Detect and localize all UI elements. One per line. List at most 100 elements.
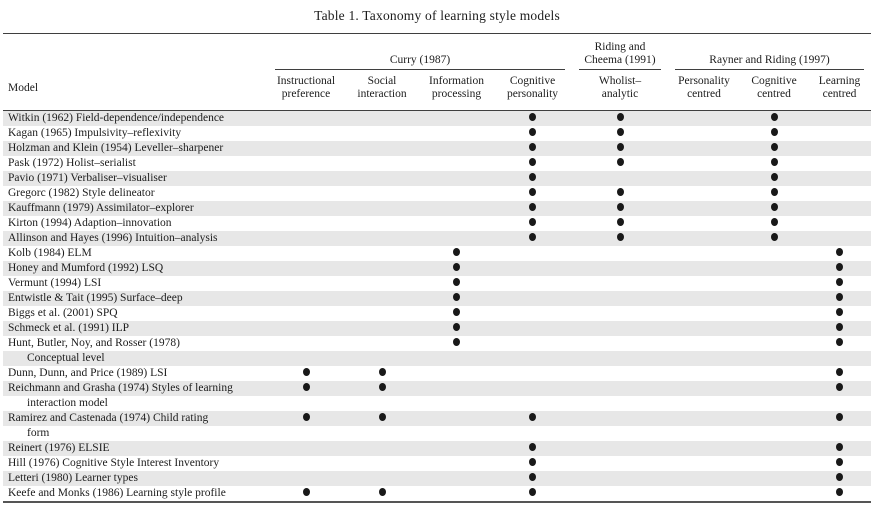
- dot-cell: [420, 396, 493, 411]
- dot-cell: [808, 186, 871, 201]
- dot-cell: [344, 126, 420, 141]
- dot-marker: [770, 113, 778, 122]
- dot-marker: [453, 248, 460, 257]
- dot-cell: [808, 366, 871, 381]
- dot-cell: [493, 216, 572, 231]
- model-cell: Allinson and Hayes (1996) Intuition–anal…: [8, 232, 218, 244]
- dot-cell: [420, 186, 493, 201]
- dot-cell: [493, 336, 572, 351]
- dot-cell: [344, 261, 420, 276]
- dot-cell: [740, 186, 808, 201]
- dot-cell: [808, 396, 871, 411]
- dot-cell: [740, 261, 808, 276]
- dot-marker: [770, 128, 778, 137]
- dot-cell: [493, 261, 572, 276]
- dot-cell: [268, 441, 344, 456]
- dot-cell: [344, 306, 420, 321]
- dot-marker: [529, 413, 536, 422]
- model-cell: form: [27, 427, 50, 439]
- dot-cell: [344, 321, 420, 336]
- dot-cell: [572, 291, 668, 306]
- dot-cell: [668, 486, 740, 502]
- model-cell: Hunt, Butler, Noy, and Rosser (1978): [8, 337, 180, 349]
- dot-cell: [420, 111, 493, 127]
- dot-cell: [493, 441, 572, 456]
- dot-cell: [668, 231, 740, 246]
- dot-cell: [420, 276, 493, 291]
- dot-cell: [740, 216, 808, 231]
- model-cell: Kirton (1994) Adaption–innovation: [8, 217, 172, 229]
- table-row: Pask (1972) Holist–serialist: [3, 156, 871, 171]
- dot-marker: [836, 323, 844, 332]
- dot-cell: [572, 441, 668, 456]
- dot-cell: [268, 336, 344, 351]
- dot-cell: [268, 276, 344, 291]
- dot-cell: [493, 126, 572, 141]
- dot-cell: [344, 366, 420, 381]
- table-row: Ramirez and Castenada (1974) Child ratin…: [3, 411, 872, 426]
- dot-cell: [572, 381, 668, 396]
- dot-cell: [808, 216, 871, 231]
- table-row: Schmeck et al. (1991) ILP: [3, 321, 872, 336]
- model-cell: Ramirez and Castenada (1974) Child ratin…: [8, 412, 209, 424]
- group-label: Riding and Cheema (1991): [579, 41, 661, 70]
- dot-marker: [378, 413, 386, 422]
- dot-cell: [493, 426, 572, 441]
- dot-cell: [493, 366, 572, 381]
- dot-cell: [740, 366, 808, 381]
- dot-cell: [808, 471, 871, 486]
- table-row-continuation: form: [3, 426, 871, 441]
- dot-marker: [836, 278, 844, 287]
- dot-cell: [493, 246, 572, 261]
- table-row: Kagan (1965) Impulsivity–reflexivity: [3, 126, 871, 141]
- dot-cell: [420, 156, 493, 171]
- dot-cell: [668, 351, 740, 366]
- dot-cell: [668, 171, 740, 186]
- dot-cell: [740, 351, 808, 366]
- dot-marker: [770, 173, 778, 182]
- dot-cell: [740, 231, 808, 246]
- column-header-social-interaction: Social interaction: [357, 75, 407, 100]
- dot-marker: [836, 488, 844, 497]
- dot-cell: [572, 216, 668, 231]
- model-cell: Entwistle & Tait (1995) Surface–deep: [8, 292, 183, 304]
- dot-marker: [770, 233, 778, 242]
- dot-cell: [493, 111, 572, 127]
- table-row: Reinert (1976) ELSIE: [3, 441, 872, 456]
- model-cell: Letteri (1980) Learner types: [8, 472, 138, 484]
- dot-cell: [808, 306, 871, 321]
- dot-cell: [268, 411, 344, 426]
- table-row: Keefe and Monks (1986) Learning style pr…: [3, 486, 871, 502]
- dot-cell: [493, 231, 572, 246]
- dot-cell: [740, 276, 808, 291]
- dot-cell: [493, 381, 572, 396]
- dot-marker: [529, 128, 536, 137]
- model-cell: Honey and Mumford (1992) LSQ: [8, 262, 164, 274]
- dot-cell: [493, 171, 572, 186]
- dot-cell: [668, 201, 740, 216]
- model-cell: Gregorc (1982) Style delineator: [8, 187, 155, 199]
- table-title: Table 1. Taxonomy of learning style mode…: [314, 8, 560, 23]
- table-row: Dunn, Dunn, and Price (1989) LSI: [3, 366, 871, 381]
- dot-cell: [668, 261, 740, 276]
- dot-cell: [268, 471, 344, 486]
- dot-cell: [808, 126, 871, 141]
- dot-marker: [616, 233, 624, 242]
- table-row: Pavio (1971) Verbaliser–visualiser: [3, 171, 872, 186]
- dot-cell: [572, 456, 668, 471]
- dot-cell: [344, 426, 420, 441]
- dot-cell: [740, 291, 808, 306]
- dot-cell: [420, 261, 493, 276]
- dot-cell: [268, 426, 344, 441]
- table-row: Vermunt (1994) LSI: [3, 276, 871, 291]
- dot-marker: [770, 188, 778, 197]
- dot-cell: [268, 291, 344, 306]
- dot-cell: [668, 111, 740, 127]
- dot-cell: [740, 171, 808, 186]
- dot-marker: [453, 308, 460, 317]
- dot-marker: [453, 293, 460, 302]
- dot-cell: [493, 186, 572, 201]
- model-cell: Vermunt (1994) LSI: [8, 277, 102, 289]
- dot-cell: [668, 276, 740, 291]
- dot-marker: [836, 383, 844, 392]
